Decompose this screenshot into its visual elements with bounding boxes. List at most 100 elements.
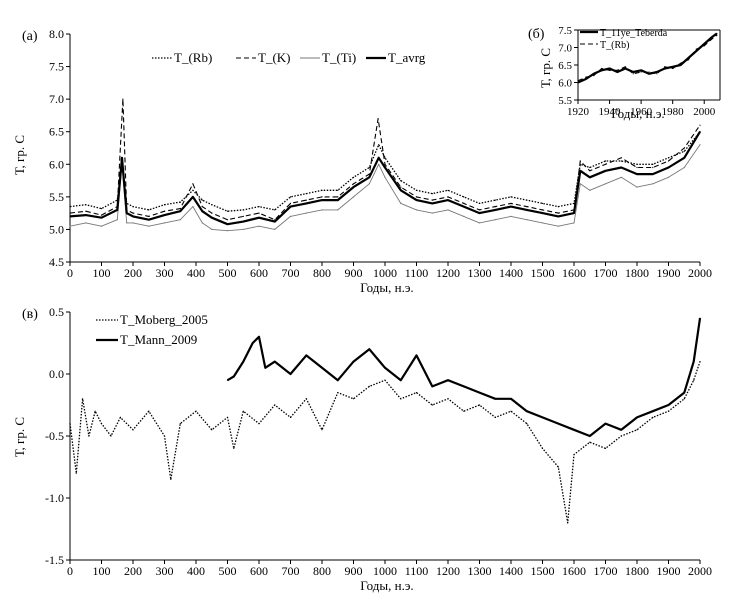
data-point: [640, 71, 642, 73]
y-tick-label: 7.0: [49, 92, 64, 106]
data-point: [258, 206, 260, 208]
data-point: [132, 222, 134, 224]
data-point: [601, 67, 603, 70]
data-point: [85, 222, 87, 224]
data-point: [289, 202, 292, 204]
y-tick-label: 6.0: [558, 78, 572, 90]
data-point: [226, 379, 229, 381]
x-tick-label: 1100: [405, 564, 429, 578]
y-tick-label: 5.5: [49, 190, 64, 204]
data-point: [258, 212, 260, 214]
y-tick-label: 7.5: [49, 60, 64, 74]
data-point: [192, 183, 194, 185]
panel-c-xlabel: Годы, н.э.: [360, 578, 413, 593]
x-tick-label: 100: [93, 266, 111, 280]
data-point: [463, 385, 465, 387]
data-point: [163, 222, 166, 224]
panel-b-label: (б): [528, 27, 545, 42]
data-point: [683, 147, 685, 149]
x-tick-label: 1600: [562, 564, 586, 578]
data-point: [656, 71, 658, 73]
data-point: [132, 429, 134, 431]
data-point: [122, 98, 124, 100]
data-point: [672, 67, 674, 70]
data-point: [687, 57, 690, 59]
panel-a-legend: T_(Rb) T_(K) T_(Ti) T_avrg: [152, 50, 426, 65]
data-point: [573, 454, 575, 456]
data-point: [680, 62, 682, 64]
data-point: [163, 204, 166, 206]
x-tick-label: 200: [124, 564, 142, 578]
data-point: [667, 404, 670, 406]
data-point: [352, 176, 355, 178]
legend-entry: T_11ye_Teberda: [600, 28, 668, 39]
y-tick-label: 6.5: [558, 60, 572, 72]
data-point: [557, 225, 559, 227]
x-tick-label: 1920: [567, 106, 590, 118]
y-tick-label: 4.5: [49, 255, 64, 269]
data-point: [242, 361, 244, 363]
data-point: [636, 166, 638, 169]
data-point: [431, 212, 433, 214]
panel-a-label: (а): [22, 29, 38, 44]
legend-entry: T_Mann_2009: [120, 332, 197, 347]
data-point: [648, 73, 650, 75]
data-point: [526, 423, 528, 425]
data-point: [604, 160, 607, 162]
data-point: [494, 219, 496, 221]
data-point: [620, 435, 622, 437]
series-line-t-avrg: [69, 131, 701, 226]
data-point: [672, 66, 674, 68]
data-point: [585, 78, 587, 80]
data-point: [337, 392, 339, 394]
data-point: [656, 73, 658, 75]
y-tick-label: 0.0: [49, 367, 64, 381]
data-point: [567, 522, 569, 524]
data-point: [85, 214, 87, 216]
data-point: [680, 64, 682, 66]
data-point: [636, 163, 638, 165]
data-point: [604, 423, 607, 425]
data-point: [400, 379, 402, 381]
y-tick-label: 6.5: [49, 125, 64, 139]
y-tick-label: -1.0: [45, 491, 64, 505]
data-point: [179, 210, 181, 212]
data-point: [100, 217, 103, 219]
x-tick-label: 400: [187, 564, 205, 578]
data-point: [510, 206, 512, 208]
data-point: [616, 71, 619, 73]
data-point: [258, 225, 260, 227]
data-point: [478, 404, 481, 406]
x-tick-label: 300: [156, 266, 174, 280]
data-point: [415, 196, 418, 198]
data-point: [211, 217, 213, 219]
x-tick-label: 1200: [436, 564, 460, 578]
data-point: [494, 199, 496, 201]
panel-c-legend: T_Moberg_2005 T_Mann_2009: [96, 312, 208, 347]
data-point: [233, 375, 235, 378]
data-point: [321, 429, 323, 431]
data-point: [121, 157, 123, 159]
data-point: [352, 183, 355, 185]
data-point: [510, 215, 512, 217]
data-point: [589, 166, 591, 169]
data-point: [170, 478, 172, 480]
panel-a-ylabel: Т, гр. С: [12, 135, 27, 175]
data-point: [699, 131, 701, 133]
data-point: [573, 222, 575, 224]
data-point: [377, 118, 379, 120]
panel-a: (а) Т, гр. С Годы, н.э. T_(Rb) T_(K) T_(Ti…: [12, 27, 712, 295]
data-point: [632, 71, 634, 73]
panel-c-label: (в): [22, 307, 38, 322]
data-point: [116, 209, 118, 211]
data-point: [415, 354, 418, 356]
data-point: [415, 199, 418, 201]
panel-b: (б) Т, гр. С Годы, н.э. T_11ye_TeberdaT_…: [528, 25, 721, 121]
data-point: [557, 215, 559, 217]
data-point: [526, 209, 528, 211]
x-tick-label: 1980: [662, 106, 685, 118]
data-point: [305, 202, 307, 204]
data-point: [510, 196, 512, 198]
data-point: [119, 416, 121, 418]
y-tick-label: -0.5: [45, 429, 64, 443]
